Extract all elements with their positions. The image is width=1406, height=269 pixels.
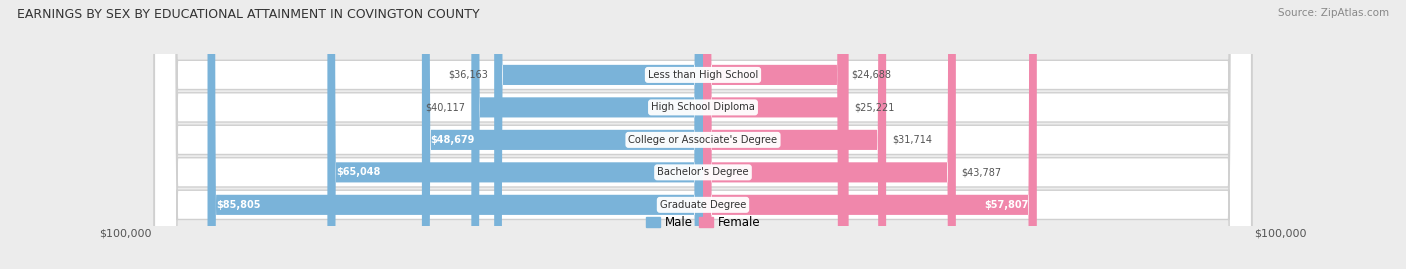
Text: High School Diploma: High School Diploma bbox=[651, 102, 755, 112]
Legend: Male, Female: Male, Female bbox=[641, 211, 765, 234]
FancyBboxPatch shape bbox=[703, 0, 849, 269]
Text: $25,221: $25,221 bbox=[855, 102, 894, 112]
FancyBboxPatch shape bbox=[155, 0, 1251, 269]
FancyBboxPatch shape bbox=[155, 0, 1251, 269]
FancyBboxPatch shape bbox=[494, 0, 703, 269]
Text: $65,048: $65,048 bbox=[336, 167, 381, 177]
FancyBboxPatch shape bbox=[703, 0, 886, 269]
Text: $36,163: $36,163 bbox=[449, 70, 488, 80]
FancyBboxPatch shape bbox=[155, 0, 1251, 269]
Text: EARNINGS BY SEX BY EDUCATIONAL ATTAINMENT IN COVINGTON COUNTY: EARNINGS BY SEX BY EDUCATIONAL ATTAINMEN… bbox=[17, 8, 479, 21]
Text: $48,679: $48,679 bbox=[430, 135, 475, 145]
FancyBboxPatch shape bbox=[155, 0, 1251, 269]
Text: Source: ZipAtlas.com: Source: ZipAtlas.com bbox=[1278, 8, 1389, 18]
Text: $40,117: $40,117 bbox=[426, 102, 465, 112]
Text: Bachelor's Degree: Bachelor's Degree bbox=[657, 167, 749, 177]
Text: $43,787: $43,787 bbox=[962, 167, 1001, 177]
Text: Graduate Degree: Graduate Degree bbox=[659, 200, 747, 210]
Text: $31,714: $31,714 bbox=[891, 135, 932, 145]
FancyBboxPatch shape bbox=[703, 0, 845, 269]
FancyBboxPatch shape bbox=[703, 0, 956, 269]
FancyBboxPatch shape bbox=[208, 0, 703, 269]
Text: College or Associate's Degree: College or Associate's Degree bbox=[628, 135, 778, 145]
FancyBboxPatch shape bbox=[422, 0, 703, 269]
FancyBboxPatch shape bbox=[155, 0, 1251, 269]
Text: $24,688: $24,688 bbox=[852, 70, 891, 80]
Text: $85,805: $85,805 bbox=[217, 200, 260, 210]
Text: $57,807: $57,807 bbox=[984, 200, 1028, 210]
FancyBboxPatch shape bbox=[471, 0, 703, 269]
Text: Less than High School: Less than High School bbox=[648, 70, 758, 80]
FancyBboxPatch shape bbox=[703, 0, 1036, 269]
FancyBboxPatch shape bbox=[328, 0, 703, 269]
